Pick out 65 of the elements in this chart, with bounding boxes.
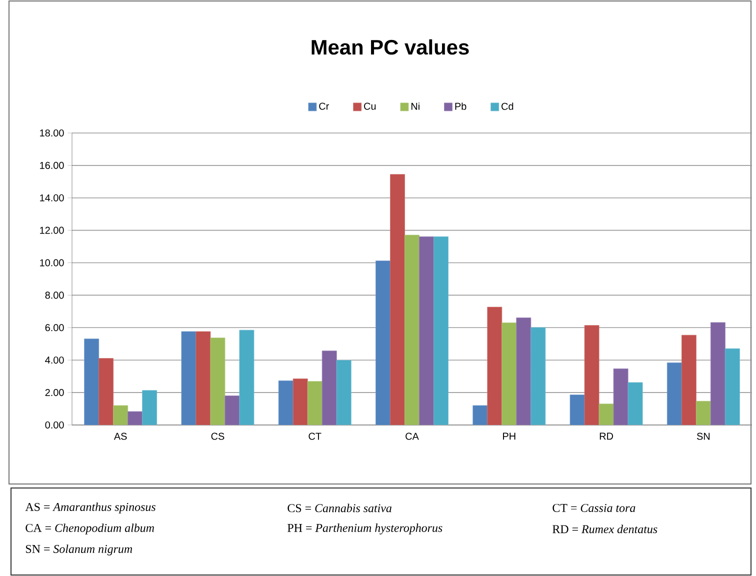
y-tick-label: 6.00	[45, 324, 64, 332]
legend-label: Pb	[455, 102, 466, 110]
text: PH = Parthenium hysterophorus	[288, 524, 442, 534]
bar	[666, 362, 682, 425]
text: CT = Cassia tora	[552, 504, 636, 512]
bar	[404, 234, 420, 425]
y-tick-label: 12.00	[40, 226, 64, 234]
bar	[239, 330, 254, 425]
y-tick-label: 14.00	[40, 194, 64, 202]
y-tick-label: 4.00	[45, 356, 64, 364]
bar	[724, 348, 740, 425]
bar	[570, 394, 585, 425]
bar	[530, 327, 546, 425]
bar	[696, 400, 711, 425]
bar	[224, 396, 240, 425]
chart-title: Mean PC values	[312, 39, 469, 55]
legend-label: Cr	[319, 102, 329, 110]
y-tick-label: 16.00	[40, 162, 64, 169]
text: CA = Chenopodium album	[26, 524, 154, 534]
bar	[628, 382, 643, 425]
bar	[516, 318, 532, 425]
x-tick-label: CT	[308, 432, 322, 440]
text: CS = Cannabis sativa	[288, 504, 392, 512]
text: SN = Solanum nigrum	[26, 544, 132, 556]
x-tick-label: AS	[114, 432, 127, 440]
y-tick-label: 10.00	[40, 259, 64, 266]
bar	[84, 338, 100, 425]
y-tick-label: 8.00	[45, 292, 64, 299]
bar	[278, 380, 294, 425]
y-tick-label: 18.00	[40, 129, 64, 137]
bar	[336, 360, 352, 425]
bar	[472, 405, 488, 425]
bar	[598, 404, 614, 425]
bar	[113, 405, 128, 425]
y-tick-label: 0.00	[45, 421, 64, 429]
text: AS = Amaranthus spinosus	[25, 502, 156, 514]
y-tick-label: 2.00	[45, 389, 64, 396]
bar	[128, 411, 143, 425]
bar	[292, 378, 308, 425]
x-tick-label: SN	[696, 432, 710, 440]
bar	[181, 331, 196, 425]
legend-label: Cu	[364, 102, 376, 110]
bar	[322, 350, 337, 425]
bar	[419, 236, 434, 425]
bar	[502, 322, 517, 425]
x-tick-label: CS	[211, 432, 224, 440]
bar	[681, 334, 696, 425]
bar	[142, 390, 158, 425]
legend-label: Cd	[502, 102, 514, 110]
bar	[613, 368, 628, 425]
x-tick-label: PH	[503, 432, 516, 440]
bar	[307, 381, 322, 425]
bar	[210, 338, 226, 425]
bar	[710, 322, 726, 425]
bar	[584, 325, 600, 425]
bar	[376, 260, 390, 425]
x-tick-label: CA	[406, 432, 419, 440]
bar	[98, 358, 114, 425]
bar	[390, 174, 405, 425]
bar	[196, 331, 211, 425]
bar	[487, 306, 502, 425]
text: RD = Rumex dentatus	[552, 524, 658, 534]
x-tick-label: RD	[600, 432, 614, 440]
bar	[434, 236, 448, 425]
legend-label: Ni	[411, 102, 420, 110]
